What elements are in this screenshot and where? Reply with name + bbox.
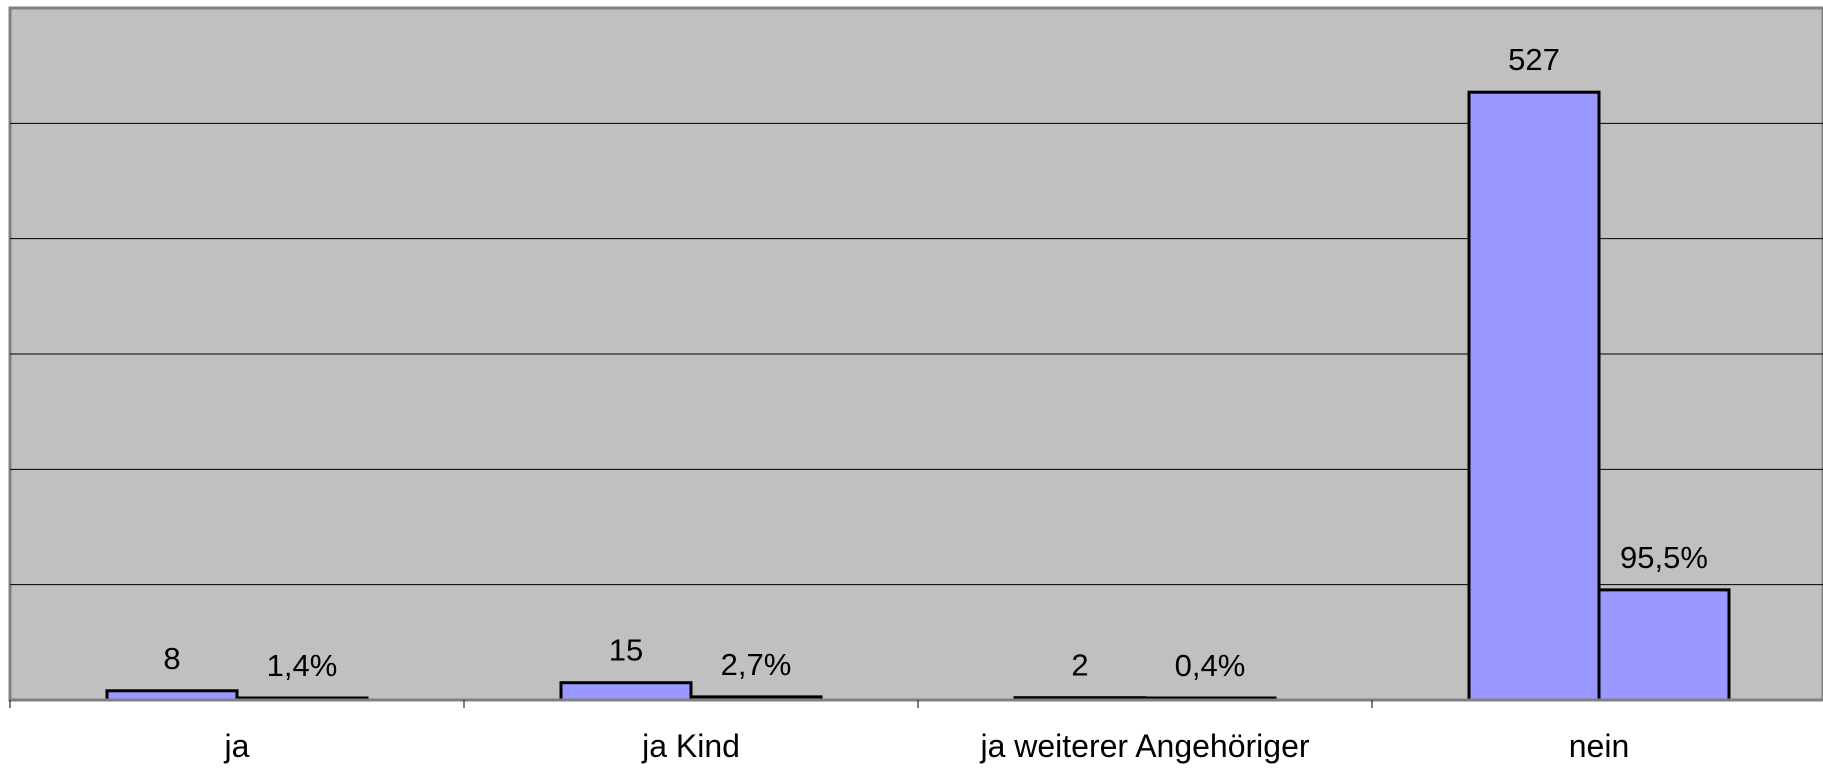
bar-data-label: 8 xyxy=(163,641,180,676)
x-axis: ja ja Kind ja weiterer Angehöriger nein xyxy=(9,698,1823,764)
bar-data-label: 2,7% xyxy=(721,647,792,682)
bar-data-label: 527 xyxy=(1508,42,1560,77)
bar xyxy=(1467,90,1601,702)
bar-data-label: 1,4% xyxy=(267,648,338,683)
bar xyxy=(559,681,693,702)
bar-data-label: 0,4% xyxy=(1175,648,1246,683)
bar xyxy=(1597,588,1731,702)
bar-data-label: 2 xyxy=(1071,648,1088,683)
x-tick-label: ja weiterer Angehöriger xyxy=(979,728,1309,764)
bar-data-label: 95,5% xyxy=(1620,540,1708,575)
bar-data-label: 15 xyxy=(609,633,643,668)
x-tick-label: nein xyxy=(1569,728,1630,764)
x-tick-label: ja Kind xyxy=(641,728,740,764)
data-labels: 8 1,4% 15 2,7% 2 0,4% 527 95,5% xyxy=(163,42,1708,683)
x-tick-label: ja xyxy=(224,728,250,764)
